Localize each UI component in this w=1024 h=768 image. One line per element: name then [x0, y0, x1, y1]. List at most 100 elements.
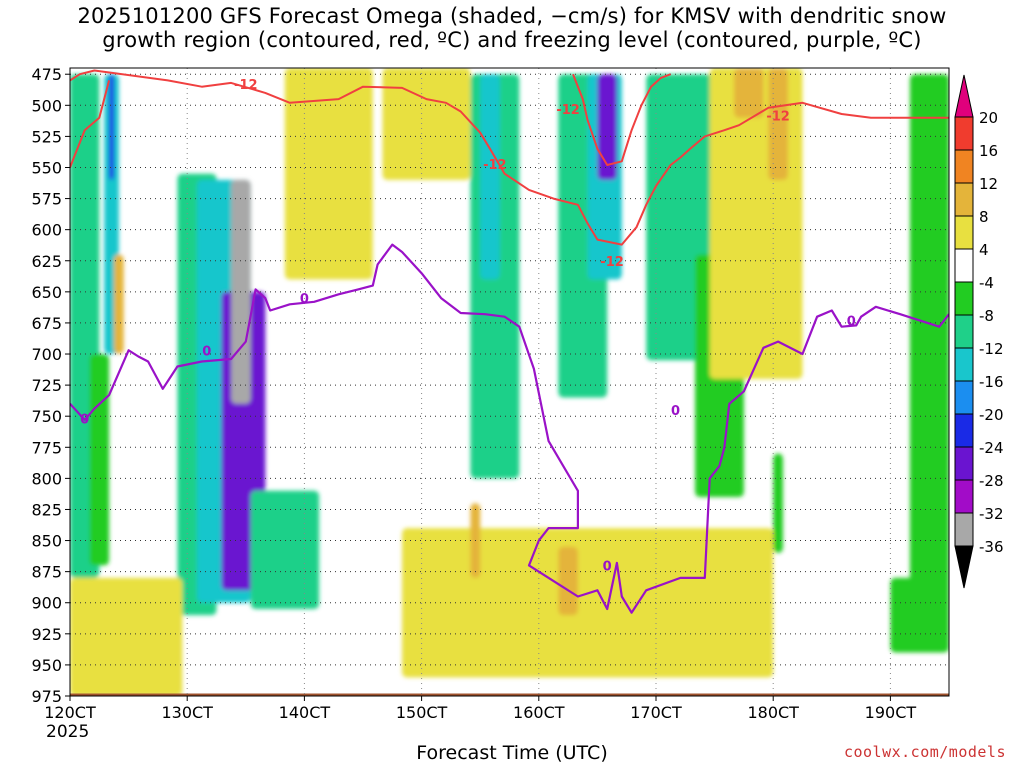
y-tick-label: 550 [31, 158, 62, 177]
colorbar-swatch [954, 479, 974, 514]
dgz-contour-label: -12 [483, 158, 507, 173]
freezing-level-label: 0 [202, 344, 211, 359]
omega-ascent-patch [480, 74, 500, 280]
colorbar-swatch [954, 413, 974, 448]
x-axis-title: Forecast Time (UTC) [416, 742, 608, 764]
colorbar-swatch [954, 215, 974, 250]
colorbar: 20 16 12 8 4 -4 -8 -12 -16 -20 -24 -28 -32 -36 [954, 74, 1004, 589]
omega-ascent-patch [890, 577, 920, 653]
omega-subsidence-patch [734, 68, 764, 118]
dgz-contour-label: -12 [556, 103, 580, 118]
y-tick-label: 800 [31, 469, 62, 488]
y-axis: 475 500 525 550 575 600 625 650 675 700 725 750 775 8… [31, 65, 70, 706]
colorbar-label: 4 [979, 241, 989, 259]
y-tick-label: 825 [31, 500, 62, 519]
omega-ascent-patch [773, 453, 783, 553]
y-tick-label: 625 [31, 252, 62, 271]
y-tick-label: 975 [31, 687, 62, 706]
x-tick-label: 160CT [513, 703, 565, 722]
y-tick-label: 900 [31, 594, 62, 613]
y-tick-label: 850 [31, 532, 62, 551]
freezing-level-label: 0 [847, 314, 856, 329]
colorbar-label: -36 [979, 538, 1004, 556]
y-tick-label: 675 [31, 314, 62, 333]
dgz-contour-label: -12 [600, 255, 624, 270]
chart-title: 2025101200 GFS Forecast Omega (shaded, −… [0, 4, 1024, 52]
omega-subsidence-patch [382, 68, 471, 180]
omega-ascent-patch [89, 354, 110, 566]
colorbar-swatch [954, 182, 974, 217]
y-tick-label: 650 [31, 283, 62, 302]
colorbar-swatch [954, 446, 974, 481]
colorbar-swatch [954, 512, 974, 547]
plot-frame [69, 67, 950, 697]
y-tick-label: 525 [31, 127, 62, 146]
colorbar-label: -28 [979, 472, 1004, 490]
dgz-contour-label: -12 [766, 109, 790, 124]
colorbar-swatch [954, 380, 974, 415]
y-tick-label: 925 [31, 625, 62, 644]
y-tick-label: 475 [31, 65, 62, 84]
omega-subsidence-patch [113, 254, 124, 355]
omega-ascent-patch [109, 74, 114, 180]
omega-subsidence-patch [402, 528, 774, 678]
colorbar-label: -4 [979, 274, 994, 292]
colorbar-label: -16 [979, 373, 1004, 391]
x-tick-label: 150CT [396, 703, 448, 722]
title-line-2: growth region (contoured, red, ºC) and f… [102, 28, 922, 52]
colorbar-swatch [954, 248, 974, 283]
omega-subsidence-patch [768, 68, 788, 180]
colorbar-label: -20 [979, 406, 1004, 424]
freezing-level-label: 0 [80, 413, 89, 428]
colorbar-swatch [954, 314, 974, 349]
colorbar-label: 20 [979, 109, 998, 127]
dgz-contour-label: -12 [234, 78, 258, 93]
dgz-contour-line [70, 69, 949, 246]
colorbar-label: 8 [979, 208, 989, 226]
colorbar-swatch [954, 281, 974, 316]
x-tick-label: 140CT [279, 703, 331, 722]
colorbar-label: -8 [979, 307, 994, 325]
freezing-level-label: 0 [603, 559, 612, 574]
terrain-bar [70, 693, 949, 696]
freezing-level-line [70, 243, 949, 614]
y-tick-label: 875 [31, 563, 62, 582]
x-tick-label: 170CT [630, 703, 682, 722]
x-axis: 120CT 130CT 140CT 150CT 160CT 170CT 180CT 190CT [44, 696, 916, 722]
omega-shading [70, 68, 949, 696]
y-tick-label: 500 [31, 96, 62, 115]
omega-ascent-patch [250, 490, 320, 609]
y-tick-label: 775 [31, 438, 62, 457]
x-axis-year: 2025 [46, 722, 90, 742]
y-tick-label: 950 [31, 656, 62, 675]
colorbar-label: -32 [979, 505, 1004, 523]
x-tick-label: 130CT [161, 703, 213, 722]
terrain-strip [70, 693, 949, 696]
freezing-level-label: 0 [300, 292, 309, 307]
dgz-contour-line [572, 73, 671, 166]
colorbar-swatch [954, 347, 974, 382]
y-tick-label: 600 [31, 221, 62, 240]
colorbar-bottom-arrow [954, 545, 974, 589]
y-tick-label: 575 [31, 190, 62, 209]
colorbar-swatch [954, 149, 974, 184]
x-tick-label: 190CT [865, 703, 917, 722]
omega-ascent-patch [909, 74, 949, 653]
omega-ascent-patch [597, 74, 617, 180]
y-tick-label: 725 [31, 376, 62, 395]
title-line-1: 2025101200 GFS Forecast Omega (shaded, −… [77, 4, 947, 28]
colorbar-label: 16 [979, 142, 998, 160]
colorbar-label: 12 [979, 175, 998, 193]
freezing-level-label: 0 [671, 404, 680, 419]
y-tick-label: 700 [31, 345, 62, 364]
y-tick-label: 750 [31, 407, 62, 426]
x-tick-label: 120CT [44, 703, 96, 722]
contours: -12 -12 -12 -12 -12 0 0 0 0 0 0 [70, 69, 949, 614]
colorbar-label: -24 [979, 439, 1004, 457]
colorbar-label: -12 [979, 340, 1004, 358]
omega-subsidence-patch [284, 68, 373, 280]
credit-link[interactable]: coolwx.com/models [843, 743, 1006, 761]
dgz-contour-line [70, 80, 111, 168]
colorbar-swatch [954, 116, 974, 151]
